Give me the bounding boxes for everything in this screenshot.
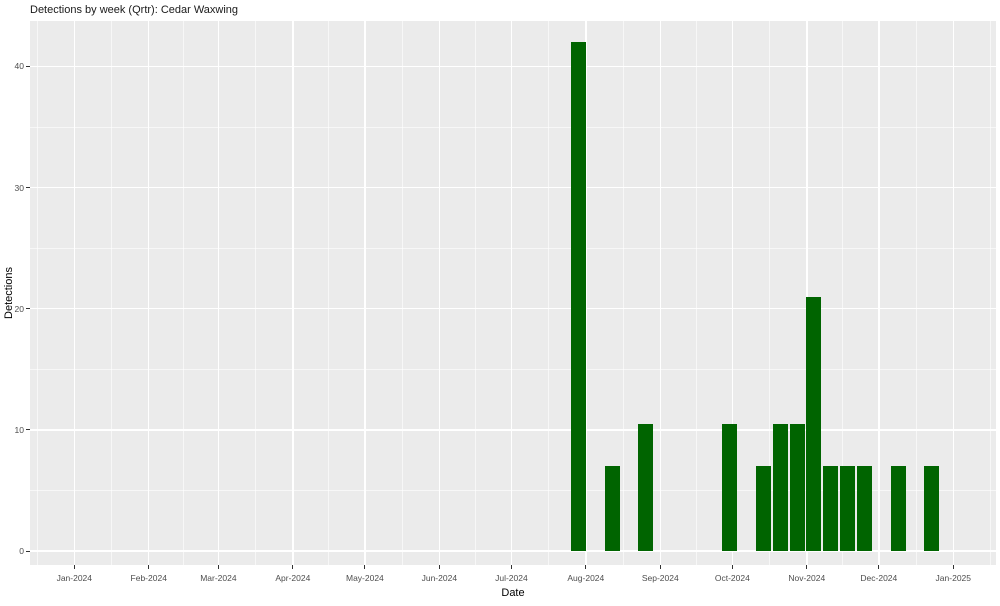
minor-gridline-vertical (111, 21, 113, 565)
major-gridline-vertical (147, 21, 150, 565)
major-gridline-horizontal (30, 186, 996, 189)
bar (856, 466, 872, 551)
x-tick-mark (292, 565, 294, 569)
major-gridline-vertical (510, 21, 513, 565)
minor-gridline-vertical (769, 21, 771, 565)
x-tick-label: Aug-2024 (567, 573, 605, 583)
minor-gridline-vertical (990, 21, 991, 565)
x-tick-mark (148, 565, 150, 569)
y-tick-mark (26, 429, 30, 431)
minor-gridline-vertical (255, 21, 257, 565)
minor-gridline-vertical (474, 21, 476, 565)
x-tick-label: Oct-2024 (714, 573, 750, 583)
y-axis-title: Detections (3, 267, 15, 319)
minor-gridline-vertical (401, 21, 403, 565)
y-tick-mark (26, 65, 30, 67)
minor-gridline-horizontal (30, 126, 996, 128)
minor-gridline-vertical (183, 21, 185, 565)
x-tick-label: Jul-2024 (495, 573, 528, 583)
minor-gridline-horizontal (30, 247, 996, 249)
x-tick-label: Mar-2024 (200, 573, 237, 583)
x-tick-mark (73, 565, 75, 569)
minor-gridline-vertical (36, 21, 38, 565)
y-tick-label: 20 (14, 303, 24, 314)
x-tick-mark (878, 565, 880, 569)
minor-gridline-vertical (622, 21, 624, 565)
minor-gridline-horizontal (30, 489, 996, 491)
y-tick-label: 30 (14, 182, 24, 193)
y-tick-mark (26, 550, 30, 552)
x-tick-mark (952, 565, 954, 569)
bar (789, 423, 805, 551)
y-tick-label: 40 (14, 61, 24, 72)
major-gridline-vertical (952, 21, 955, 565)
major-gridline-vertical (73, 21, 76, 565)
major-gridline-horizontal (30, 307, 996, 310)
x-axis-title: Date (501, 587, 525, 599)
bar (638, 423, 654, 551)
minor-gridline-vertical (915, 21, 917, 565)
minor-gridline-vertical (695, 21, 697, 565)
x-tick-label: Sep-2024 (641, 573, 679, 583)
bar (772, 423, 788, 551)
major-gridline-vertical (806, 21, 808, 565)
bar (806, 296, 822, 551)
x-tick-mark (731, 565, 733, 569)
major-gridline-vertical (217, 21, 220, 565)
y-tick-label: 0 (19, 546, 24, 556)
chart-title: Detections by week (Qrtr): Cedar Waxwing (30, 4, 239, 16)
bar (756, 466, 772, 551)
major-gridline-vertical (659, 21, 662, 565)
bar (890, 466, 906, 551)
x-tick-mark (659, 565, 661, 569)
minor-gridline-vertical (842, 21, 844, 565)
x-tick-mark (438, 565, 440, 569)
x-tick-label: Feb-2024 (130, 573, 167, 583)
x-tick-label: Apr-2024 (275, 573, 311, 583)
bar (823, 466, 839, 551)
bar (722, 423, 738, 551)
major-gridline-vertical (292, 21, 294, 565)
y-tick-label: 10 (14, 424, 24, 435)
major-gridline-vertical (731, 21, 734, 565)
x-tick-label: May-2024 (345, 573, 384, 583)
major-gridline-vertical (364, 21, 366, 565)
x-tick-mark (510, 565, 512, 569)
minor-gridline-vertical (328, 21, 330, 565)
major-gridline-vertical (878, 21, 880, 565)
major-gridline-horizontal (30, 429, 996, 431)
x-tick-label: Jun-2024 (421, 573, 458, 583)
x-tick-label: Jan-2025 (935, 573, 972, 583)
x-tick-mark (217, 565, 219, 569)
major-gridline-horizontal (30, 65, 996, 68)
y-tick-mark (26, 308, 30, 310)
bar (924, 466, 940, 551)
bar (604, 466, 620, 551)
bar (571, 42, 587, 551)
x-tick-label: Nov-2024 (788, 573, 826, 583)
x-tick-label: Jan-2024 (56, 573, 93, 583)
plot-panel (30, 21, 996, 565)
minor-gridline-horizontal (30, 368, 996, 370)
x-tick-mark (806, 565, 808, 569)
major-gridline-vertical (438, 21, 441, 565)
x-tick-mark (364, 565, 366, 569)
x-tick-label: Dec-2024 (860, 573, 898, 583)
bar (840, 466, 856, 551)
major-gridline-horizontal (30, 550, 996, 552)
x-tick-mark (585, 565, 587, 569)
y-tick-mark (26, 187, 30, 189)
minor-gridline-vertical (548, 21, 550, 565)
